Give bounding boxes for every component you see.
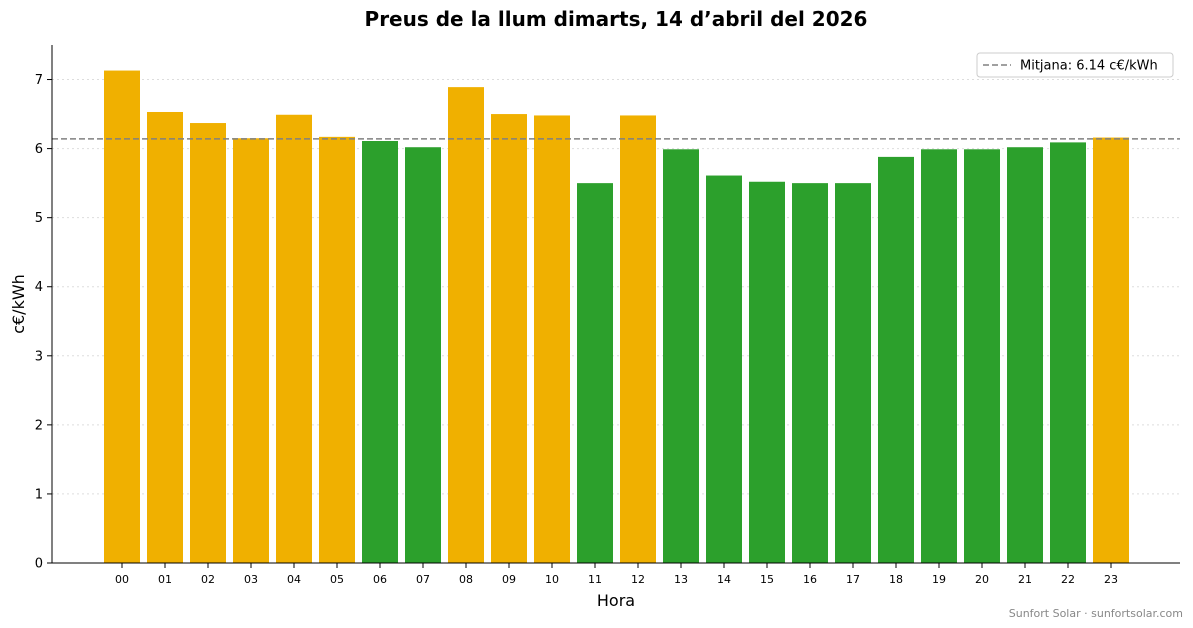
x-tick-label: 06 bbox=[373, 573, 387, 586]
bar-10 bbox=[534, 115, 570, 563]
x-tick-label: 17 bbox=[846, 573, 860, 586]
bar-22 bbox=[1050, 142, 1086, 563]
x-tick-label: 18 bbox=[889, 573, 903, 586]
x-tick-label: 19 bbox=[932, 573, 946, 586]
bar-20 bbox=[964, 149, 1000, 564]
bar-00 bbox=[104, 70, 140, 564]
bar-01 bbox=[147, 111, 183, 564]
bar-23 bbox=[1093, 137, 1129, 564]
bar-16 bbox=[792, 183, 828, 563]
credit-text: Sunfort Solar · sunfortsolar.com bbox=[1008, 607, 1183, 620]
x-tick-label: 05 bbox=[330, 573, 344, 586]
x-tick-label: 21 bbox=[1018, 573, 1032, 586]
x-tick-label: 08 bbox=[459, 573, 473, 586]
y-tick-label: 4 bbox=[35, 280, 43, 295]
x-tick-label: 15 bbox=[760, 573, 774, 586]
y-tick-label: 1 bbox=[35, 487, 43, 502]
x-tick-label: 12 bbox=[631, 573, 645, 586]
legend-label: Mitjana: 6.14 c€/kWh bbox=[1020, 59, 1158, 74]
x-tick-label: 02 bbox=[201, 573, 215, 586]
x-tick-label: 20 bbox=[975, 573, 989, 586]
x-tick-label: 07 bbox=[416, 573, 430, 586]
x-tick-label: 10 bbox=[545, 573, 559, 586]
legend: Mitjana: 6.14 c€/kWh bbox=[976, 52, 1174, 78]
x-tick-label: 11 bbox=[588, 573, 602, 586]
y-axis-label: c€/kWh bbox=[9, 274, 28, 334]
bar-13 bbox=[663, 149, 699, 564]
x-tick-label: 13 bbox=[674, 573, 688, 586]
x-tick-label: 01 bbox=[158, 573, 172, 586]
bar-19 bbox=[921, 149, 957, 564]
y-tick-label: 0 bbox=[35, 557, 43, 572]
bar-07 bbox=[405, 147, 441, 563]
bar-14 bbox=[706, 175, 742, 563]
x-tick-label: 03 bbox=[244, 573, 258, 586]
bar-09 bbox=[491, 114, 527, 564]
x-tick-label: 16 bbox=[803, 573, 817, 586]
bar-06 bbox=[362, 141, 398, 563]
x-tick-label: 14 bbox=[717, 573, 731, 586]
x-tick-label: 22 bbox=[1061, 573, 1075, 586]
y-tick-label: 7 bbox=[35, 73, 43, 88]
x-tick-label: 09 bbox=[502, 573, 516, 586]
y-tick-label: 5 bbox=[35, 211, 43, 226]
bar-05 bbox=[319, 136, 355, 563]
bar-02 bbox=[190, 123, 226, 563]
chart-title: Preus de la llum dimarts, 14 d’abril del… bbox=[365, 7, 868, 31]
y-tick-label: 6 bbox=[35, 142, 43, 157]
x-axis-label: Hora bbox=[597, 591, 635, 610]
x-tick-label: 23 bbox=[1104, 573, 1118, 586]
bars-group bbox=[104, 70, 1129, 564]
bar-17 bbox=[835, 183, 871, 563]
bar-11 bbox=[577, 183, 613, 563]
y-tick-label: 3 bbox=[35, 349, 43, 364]
bar-21 bbox=[1007, 147, 1043, 563]
legend-box bbox=[976, 52, 1174, 78]
bar-08 bbox=[448, 87, 484, 563]
x-tick-label: 00 bbox=[115, 573, 129, 586]
bar-03 bbox=[233, 138, 269, 564]
bar-18 bbox=[878, 156, 914, 563]
bar-15 bbox=[749, 181, 785, 563]
x-tick-label: 04 bbox=[287, 573, 301, 586]
bar-12 bbox=[620, 115, 656, 563]
y-tick-label: 2 bbox=[35, 418, 43, 433]
bar-04 bbox=[276, 114, 312, 564]
